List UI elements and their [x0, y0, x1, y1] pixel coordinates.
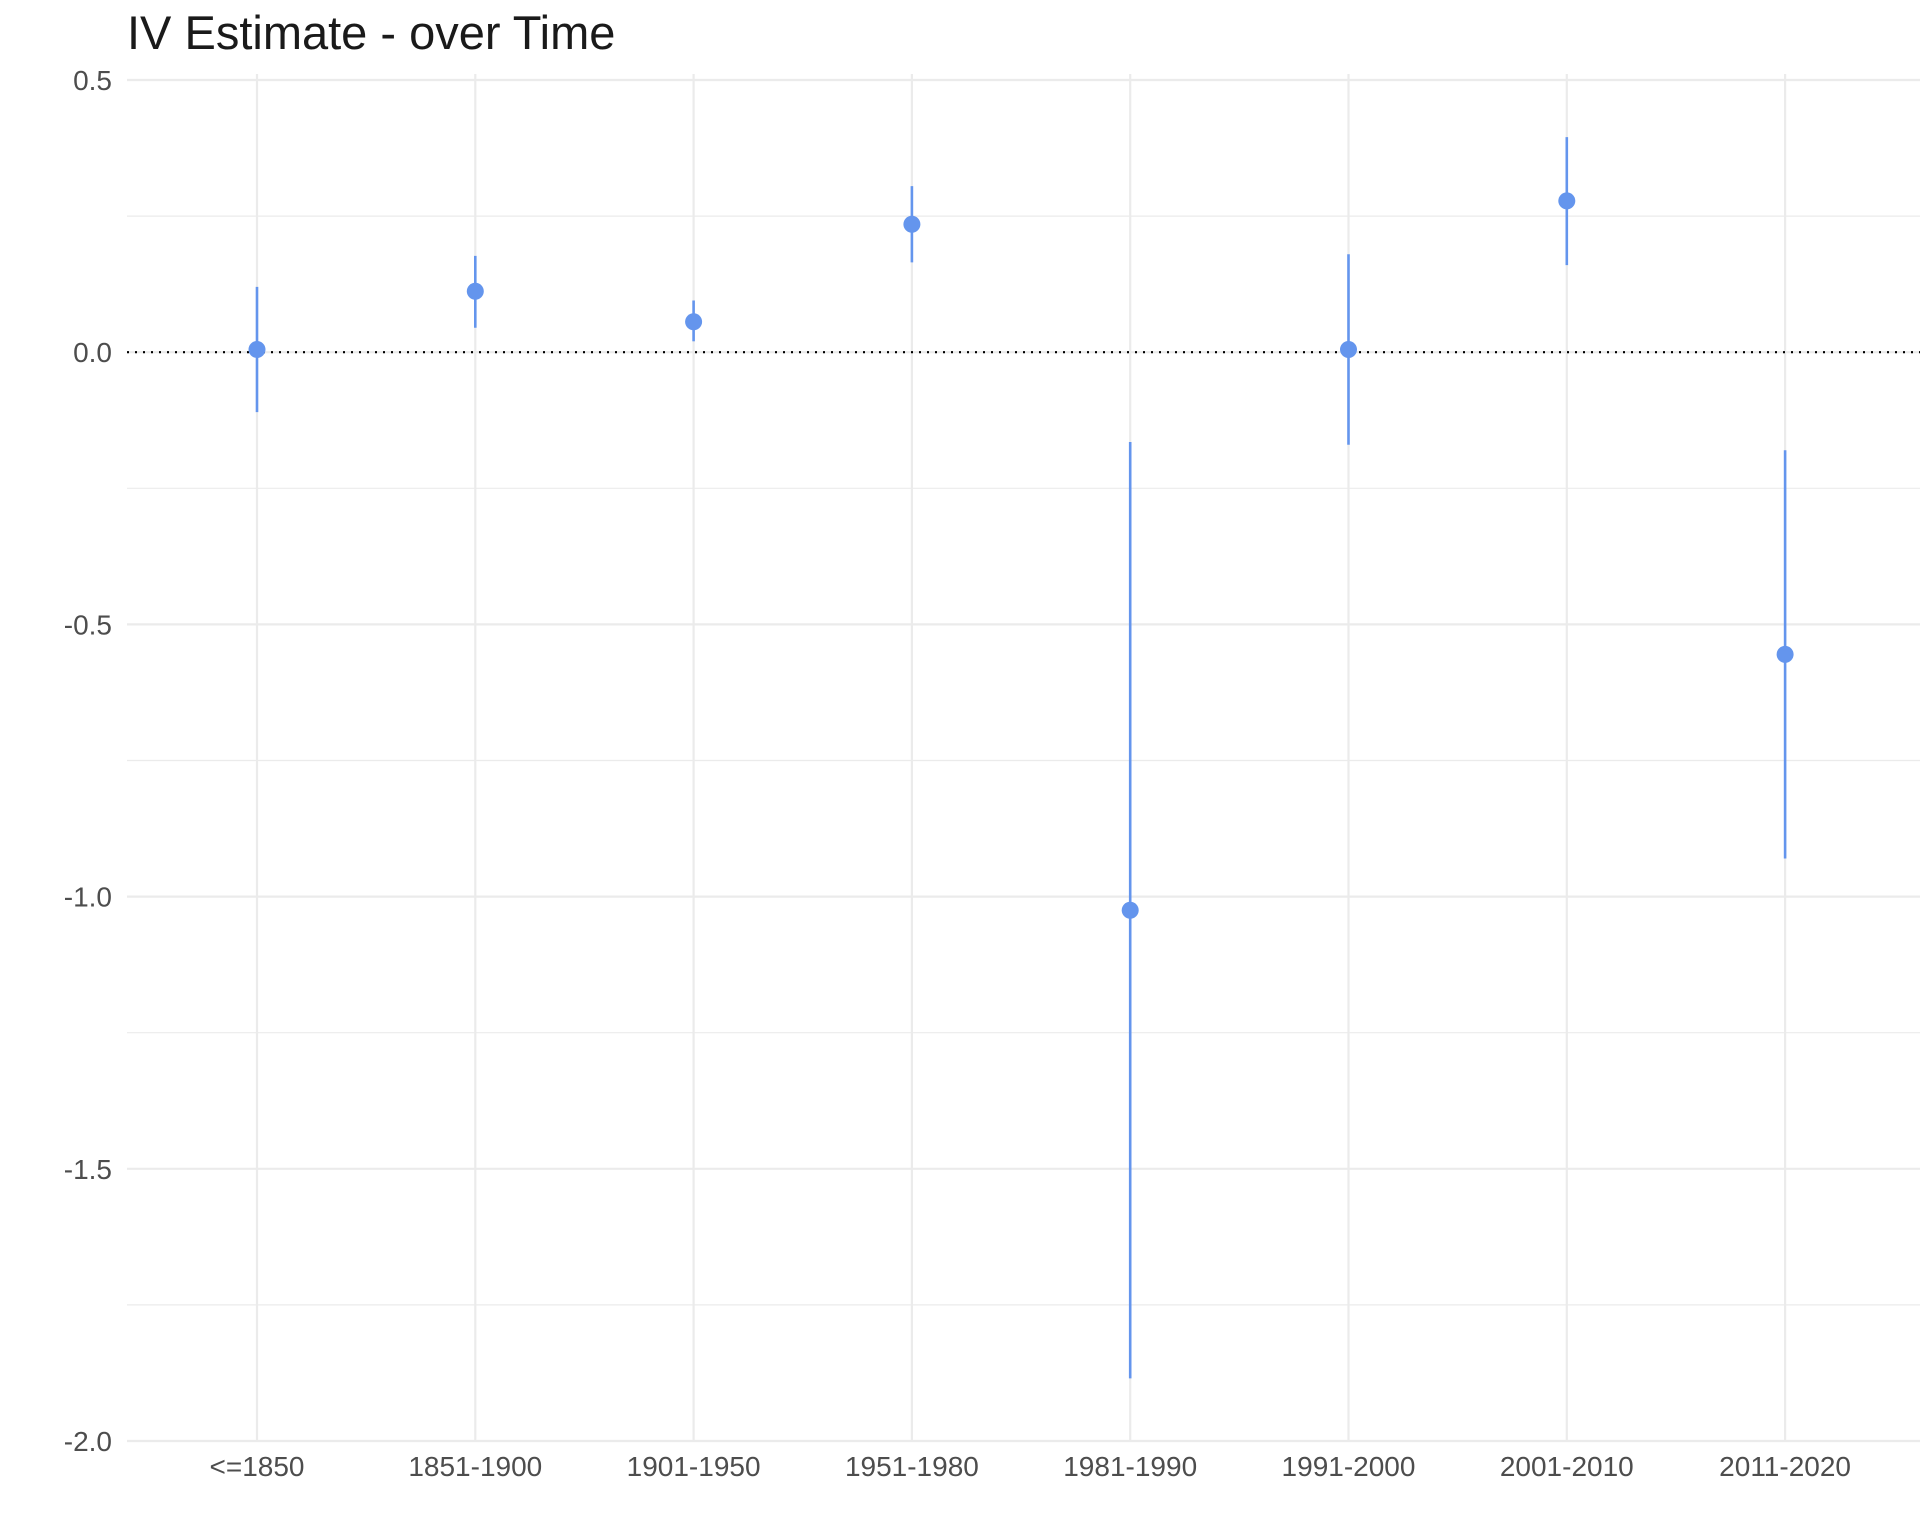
x-tick-label: 1991-2000 — [1282, 1451, 1416, 1482]
y-tick-label: 0.0 — [73, 337, 112, 368]
estimate-point — [1121, 901, 1139, 919]
estimate-point — [248, 340, 266, 358]
x-tick-label: 1851-1900 — [408, 1451, 542, 1482]
x-tick-label: 2001-2010 — [1500, 1451, 1634, 1482]
estimate-point — [1558, 192, 1576, 210]
estimate-point — [903, 215, 921, 233]
x-tick-label: 1981-1990 — [1063, 1451, 1197, 1482]
x-tick-label: 1901-1950 — [627, 1451, 761, 1482]
x-tick-label: 1951-1980 — [845, 1451, 979, 1482]
y-tick-label: -0.5 — [64, 609, 112, 640]
y-tick-label: 0.5 — [73, 65, 112, 96]
estimate-point — [466, 282, 484, 300]
x-tick-label: 2011-2020 — [1719, 1451, 1851, 1482]
chart-title: IV Estimate - over Time — [127, 6, 616, 59]
estimate-point — [1340, 340, 1357, 358]
y-tick-label: -1.0 — [64, 882, 112, 913]
x-axis: <=1850 1851-1900 1901-1950 1951-1980 1981-19… — [210, 1451, 1852, 1482]
estimate-marks — [248, 137, 1794, 1379]
estimate-point — [685, 313, 703, 331]
y-tick-label: -2.0 — [64, 1426, 112, 1457]
estimate-point — [1776, 645, 1794, 663]
y-axis: 0.5 0.0 -0.5 -1.0 -1.5 -2.0 — [64, 65, 112, 1457]
grid-layer — [127, 74, 1920, 1443]
x-tick-label: <=1850 — [210, 1451, 305, 1482]
y-tick-label: -1.5 — [64, 1154, 112, 1185]
